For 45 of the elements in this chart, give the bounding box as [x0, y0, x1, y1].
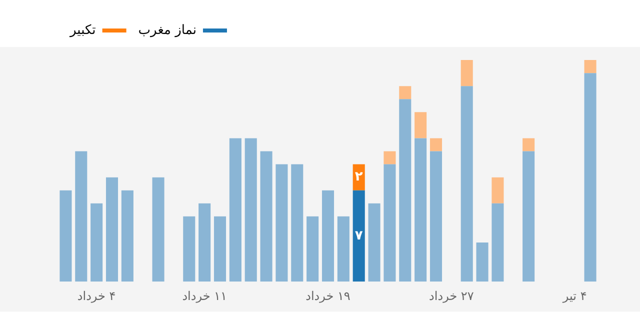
x-tick-label: ۱۹ خرداد [306, 288, 350, 303]
bar [460, 86, 473, 282]
bar [183, 216, 196, 282]
legend-label: تکبیر [68, 22, 96, 38]
bar [244, 138, 257, 282]
bar [492, 203, 504, 282]
x-tick-label: ۴ خرداد [77, 288, 116, 303]
bar [430, 151, 442, 282]
bar [90, 203, 103, 282]
bar [476, 242, 488, 282]
bar [60, 190, 72, 282]
data-label: ۷ [354, 228, 363, 244]
bar [414, 138, 427, 282]
data-label: ۲ [354, 170, 363, 185]
bar [460, 60, 473, 86]
bar [121, 190, 134, 282]
bar [352, 190, 365, 282]
bar [384, 151, 396, 164]
bar [368, 203, 380, 282]
bar [399, 99, 412, 282]
bar [291, 164, 304, 282]
bar [337, 216, 350, 282]
bar [214, 216, 226, 282]
bar [584, 60, 596, 74]
bar [322, 190, 334, 282]
bar [492, 177, 504, 204]
bar [430, 138, 442, 152]
bar [198, 203, 211, 282]
bar [276, 164, 288, 282]
bar [384, 164, 396, 282]
bar [414, 112, 427, 138]
bar [229, 138, 242, 282]
bar [522, 151, 535, 282]
bar [106, 177, 118, 282]
bar [522, 138, 535, 152]
bar [260, 151, 272, 282]
x-tick-label: ۴ تیر [562, 288, 587, 303]
bar [306, 216, 319, 282]
bar [152, 177, 164, 282]
x-tick-label: ۲۷ خرداد [429, 288, 474, 303]
bar [399, 86, 412, 100]
bar [75, 151, 88, 282]
bar [584, 73, 596, 282]
x-tick-label: ۱۱ خرداد [182, 288, 227, 303]
legend-label: نماز مغرب [138, 22, 196, 38]
